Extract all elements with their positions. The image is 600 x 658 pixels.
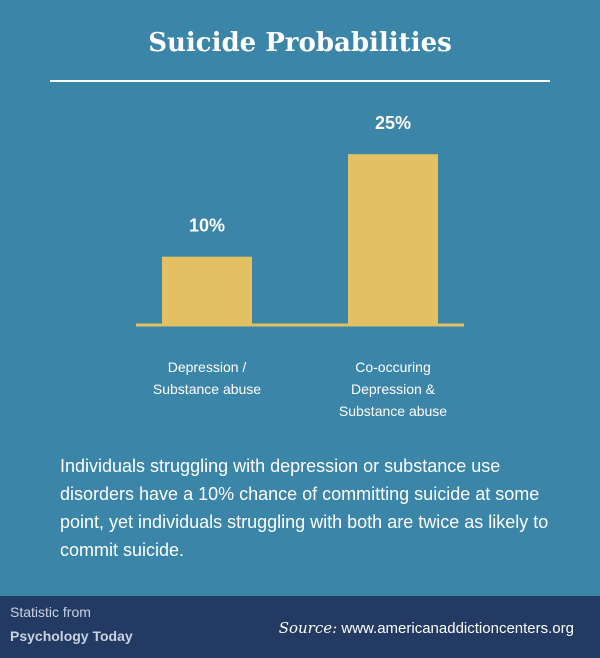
data-label-0: 10% (189, 216, 225, 236)
bar-1 (348, 154, 438, 325)
bar-chart-svg: 10% 25% (136, 113, 464, 327)
source-line: Source: www.americanaddictioncenters.org (279, 619, 574, 637)
category-label-line: Substance abuse (338, 403, 448, 419)
source-url: www.americanaddictioncenters.org (341, 620, 574, 637)
description-text: Individuals struggling with depression o… (60, 456, 549, 560)
infographic: Suicide Probabilities 10% 25% Depression … (50, 28, 550, 560)
category-label-depression: Depression / Substance abuse (127, 356, 287, 400)
bar-chart: 10% 25% (136, 113, 464, 327)
statistic-from-label: Statistic from (10, 604, 91, 620)
bar-0 (162, 256, 252, 325)
source-label: Source: (278, 619, 338, 637)
category-label-co-occurring: Co-occuring Depression & Substance abuse (313, 356, 473, 422)
category-label-line: Co-occuring (355, 359, 431, 375)
data-label-1: 25% (375, 113, 411, 133)
title-divider (50, 80, 550, 82)
chart-title: Suicide Probabilities (148, 28, 452, 58)
footer: Statistic from Psychology Today Source: … (0, 596, 600, 658)
category-label-line: Depression / (167, 359, 247, 375)
category-label-line: Depression & (350, 381, 436, 397)
category-label-line: Substance abuse (152, 381, 262, 397)
publisher-name: Psychology Today (10, 628, 133, 644)
